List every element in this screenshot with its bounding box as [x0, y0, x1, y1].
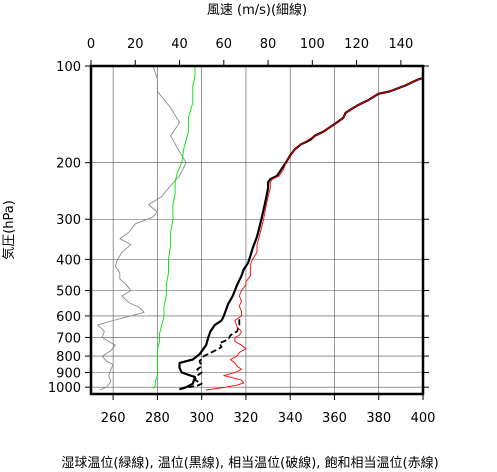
y-tick-label: 200 — [56, 157, 81, 172]
top-x-tick-label: 80 — [260, 37, 277, 52]
y-tick-label: 600 — [56, 310, 81, 325]
potential-temp-line — [178, 76, 424, 391]
y-axis-title: 気圧(hPa) — [1, 200, 17, 260]
bottom-x-tick-label: 380 — [366, 411, 391, 426]
y-tick-label: 900 — [56, 366, 81, 381]
top-x-tick-label: 40 — [171, 37, 188, 52]
bottom-x-tick-label: 340 — [278, 411, 303, 426]
y-tick-label: 300 — [56, 213, 81, 228]
grid-lines — [91, 65, 424, 394]
bottom-x-axis-title: 湿球温位(緑線), 温位(黒線), 相当温位(破線), 飽和相当温位(赤線) — [61, 455, 438, 471]
y-tick-label: 100 — [56, 60, 81, 75]
series-lines — [97, 65, 424, 391]
bottom-x-tick-label: 280 — [145, 411, 170, 426]
saturated-equivalent-potential-temp-line — [206, 77, 424, 391]
y-tick-label: 800 — [56, 350, 81, 365]
top-x-tick-label: 0 — [87, 37, 95, 52]
top-x-tick-label: 60 — [216, 37, 233, 52]
top-x-tick-label: 100 — [300, 37, 325, 52]
plot-frame — [89, 64, 425, 396]
top-x-tick-label: 20 — [127, 37, 144, 52]
top-x-tick-label: 140 — [388, 37, 413, 52]
y-tick-label: 1000 — [48, 381, 81, 396]
bottom-x-tick-label: 360 — [322, 411, 347, 426]
bottom-x-tick-label: 300 — [189, 411, 214, 426]
top-x-axis-title: 風速 (m/s)(細線) — [207, 2, 307, 18]
bottom-x-tick-label: 400 — [411, 411, 436, 426]
equivalent-potential-temp-line — [179, 318, 241, 391]
bottom-x-tick-label: 260 — [101, 411, 126, 426]
bottom-x-tick-label: 320 — [234, 411, 259, 426]
wind-speed-line — [97, 65, 187, 391]
y-tick-label: 500 — [56, 285, 81, 300]
wet-bulb-potential-temp-line — [152, 66, 196, 389]
top-x-tick-label: 120 — [344, 37, 369, 52]
y-tick-label: 400 — [56, 253, 81, 268]
y-tick-label: 700 — [56, 331, 81, 346]
